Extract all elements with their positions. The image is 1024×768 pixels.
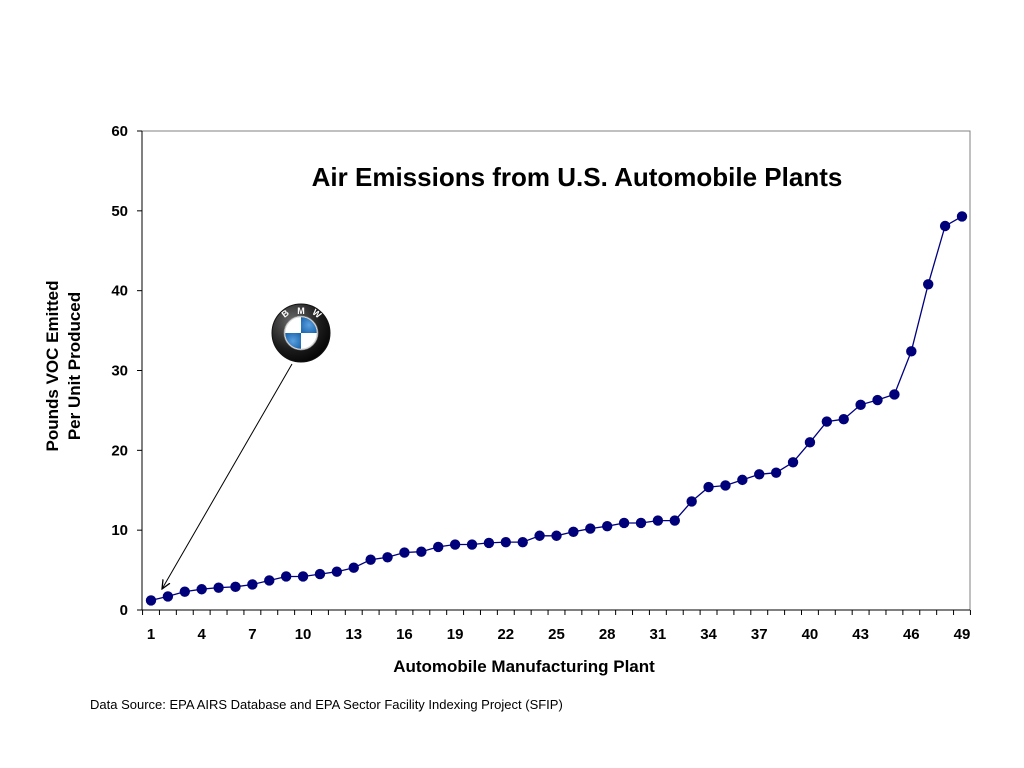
y-axis-title-line-1: Pounds VOC Emitted [43,281,62,452]
data-point [449,539,461,550]
x-tick-label: 22 [497,626,514,643]
data-point [703,481,714,493]
data-point [517,536,528,548]
y-tick-label: 0 [120,602,128,619]
data-point [737,474,748,486]
data-point [601,520,613,532]
data-point [280,571,292,582]
x-tick-label: 1 [147,626,155,643]
data-point [331,566,343,577]
data-point [906,346,917,357]
data-point [433,541,444,553]
y-tick-label: 40 [111,283,128,300]
x-tick-label: 49 [954,626,971,643]
data-point [720,480,731,491]
data-point [872,394,883,406]
data-point [213,582,224,593]
x-tick-label: 43 [852,626,869,643]
data-point [179,586,190,597]
x-tick-label: 16 [396,626,413,643]
x-tick-label: 28 [599,626,616,643]
data-point [804,437,816,448]
data-point [500,536,512,548]
x-tick-label: 4 [198,626,207,643]
x-tick-label: 7 [248,626,256,643]
svg-text:M: M [297,306,305,316]
data-source-note: Data Source: EPA AIRS Database and EPA S… [90,697,563,712]
x-tick-label: 13 [345,626,362,643]
y-tick-label: 50 [111,203,128,220]
data-point [264,575,275,586]
data-point [416,546,427,557]
data-point [787,457,799,468]
data-point [770,467,782,478]
x-tick-label: 34 [700,626,717,643]
x-axis-title: Automobile Manufacturing Plant [393,657,655,676]
x-ticks: 1 4 7 10 13 16 19 22 25 28 31 34 37 40 43 46 49 [142,610,971,643]
data-point [399,547,410,558]
y-axis-title-line-2: Per Unit Produced [65,292,84,440]
data-point [466,539,478,550]
series-points [145,211,968,606]
data-point [314,568,326,580]
data-point [568,526,579,537]
chart-title: Air Emissions from U.S. Automobile Plant… [312,162,843,192]
data-point [686,496,697,507]
y-tick-label: 30 [111,363,128,380]
data-point [348,562,359,573]
data-point [939,220,951,232]
data-point [297,571,309,582]
data-point [821,416,833,427]
data-point [585,523,596,534]
y-ticks: 0 10 20 30 40 50 60 [111,123,142,619]
data-point [923,279,934,290]
series-line [150,215,963,602]
data-point [838,413,849,425]
data-point [230,581,241,593]
data-point [618,517,630,529]
data-point [855,399,866,411]
x-tick-label: 46 [903,626,920,643]
data-point [889,389,900,400]
x-tick-label: 19 [447,626,464,643]
x-tick-label: 10 [295,626,312,643]
y-tick-label: 20 [111,442,128,459]
data-point [196,584,207,595]
data-point [483,537,495,549]
data-point [956,211,968,222]
data-point [635,517,647,529]
data-point [669,515,680,526]
annotation-arrow [162,363,293,589]
data-point [365,554,376,565]
bmw-logo: B M W [271,303,331,363]
data-point [162,591,174,602]
data-point [652,515,664,526]
x-tick-label: 40 [802,626,819,643]
x-tick-label: 25 [548,626,565,643]
x-tick-label: 31 [650,626,667,643]
x-tick-label: 37 [751,626,768,643]
y-tick-label: 60 [111,123,128,140]
data-point [551,530,562,541]
svg-text:B: B [280,307,292,319]
data-point [382,552,393,563]
data-point [534,530,545,541]
data-point [247,579,258,590]
data-point [145,595,157,606]
y-tick-label: 10 [111,522,128,539]
data-point [754,469,765,480]
